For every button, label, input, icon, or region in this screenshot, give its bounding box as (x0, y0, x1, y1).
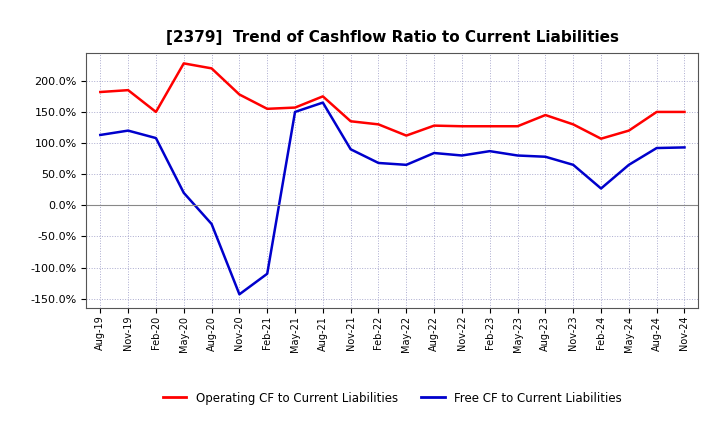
Line: Operating CF to Current Liabilities: Operating CF to Current Liabilities (100, 63, 685, 139)
Operating CF to Current Liabilities (652, 109, 661, 114)
Free CF to Current Liabilities (597, 186, 606, 191)
Operating CF to Current Liabilities (207, 66, 216, 71)
Operating CF to Current Liabilities (291, 105, 300, 110)
Operating CF to Current Liabilities (458, 124, 467, 129)
Free CF to Current Liabilities (569, 162, 577, 168)
Operating CF to Current Liabilities (318, 94, 327, 99)
Free CF to Current Liabilities (513, 153, 522, 158)
Free CF to Current Liabilities (318, 100, 327, 105)
Free CF to Current Liabilities (374, 160, 383, 165)
Free CF to Current Liabilities (485, 149, 494, 154)
Line: Free CF to Current Liabilities: Free CF to Current Liabilities (100, 103, 685, 294)
Free CF to Current Liabilities (541, 154, 550, 159)
Free CF to Current Liabilities (124, 128, 132, 133)
Operating CF to Current Liabilities (263, 106, 271, 111)
Free CF to Current Liabilities (402, 162, 410, 168)
Free CF to Current Liabilities (263, 271, 271, 276)
Operating CF to Current Liabilities (430, 123, 438, 128)
Operating CF to Current Liabilities (624, 128, 633, 133)
Operating CF to Current Liabilities (179, 61, 188, 66)
Free CF to Current Liabilities (207, 221, 216, 227)
Operating CF to Current Liabilities (346, 119, 355, 124)
Operating CF to Current Liabilities (569, 122, 577, 127)
Free CF to Current Liabilities (179, 190, 188, 195)
Operating CF to Current Liabilities (124, 88, 132, 93)
Operating CF to Current Liabilities (402, 133, 410, 138)
Operating CF to Current Liabilities (374, 122, 383, 127)
Free CF to Current Liabilities (430, 150, 438, 156)
Operating CF to Current Liabilities (680, 109, 689, 114)
Free CF to Current Liabilities (346, 147, 355, 152)
Free CF to Current Liabilities (652, 145, 661, 150)
Free CF to Current Liabilities (235, 292, 243, 297)
Operating CF to Current Liabilities (485, 124, 494, 129)
Operating CF to Current Liabilities (96, 89, 104, 95)
Free CF to Current Liabilities (458, 153, 467, 158)
Free CF to Current Liabilities (680, 145, 689, 150)
Operating CF to Current Liabilities (597, 136, 606, 141)
Operating CF to Current Liabilities (541, 112, 550, 117)
Operating CF to Current Liabilities (152, 109, 161, 114)
Operating CF to Current Liabilities (235, 92, 243, 97)
Free CF to Current Liabilities (291, 109, 300, 114)
Legend: Operating CF to Current Liabilities, Free CF to Current Liabilities: Operating CF to Current Liabilities, Fre… (158, 387, 627, 409)
Free CF to Current Liabilities (152, 136, 161, 141)
Operating CF to Current Liabilities (513, 124, 522, 129)
Free CF to Current Liabilities (624, 162, 633, 168)
Free CF to Current Liabilities (96, 132, 104, 138)
Text: [2379]  Trend of Cashflow Ratio to Current Liabilities: [2379] Trend of Cashflow Ratio to Curren… (166, 29, 619, 45)
